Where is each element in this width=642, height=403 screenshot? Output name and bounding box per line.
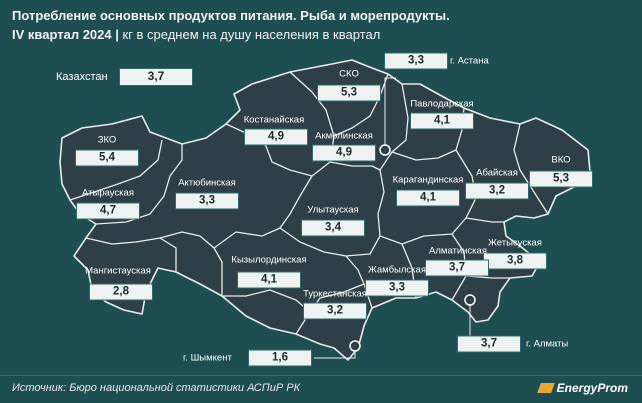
region-value-kyzylorda: 4,1 [237, 271, 301, 289]
region-label-zhetysu: Жетысуская [488, 237, 542, 249]
region-value-karaganda: 4,1 [396, 189, 460, 207]
brand-logo: EnergyProm [536, 381, 628, 395]
region-value-atyrau: 4,7 [76, 202, 140, 220]
region-value-pavlodar: 4,1 [410, 112, 474, 130]
national-value: 3,7 [119, 68, 193, 86]
region-value-astana: 3,3 [384, 52, 448, 70]
region-value-zko: 5,4 [75, 149, 139, 167]
region-label-zhambyl: Жамбылская [368, 264, 426, 276]
region-value-mangystau: 2,8 [89, 283, 153, 301]
region-label-abay: Абайская [476, 167, 518, 179]
region-value-ulytau: 3,4 [301, 219, 365, 237]
region-label-almaty-region: Алматинская [429, 245, 487, 257]
region-value-almaty-city: 3,7 [457, 335, 521, 353]
subtitle-period: IV квартал 2024 [12, 27, 112, 42]
region-value-zhambyl: 3,3 [365, 279, 429, 297]
region-label-pavlodar: Павлодарская [410, 98, 474, 110]
city-markers [349, 144, 476, 352]
region-label-mangystau: Мангистауская [85, 265, 151, 277]
national-label: Казахстан [56, 71, 108, 83]
page-title: Потребление основных продуктов питания. … [12, 8, 450, 23]
region-label-kyzylorda: Кызылординская [231, 254, 307, 266]
region-label-sko: СКО [339, 68, 359, 80]
region-label-astana: г. Астана [450, 55, 489, 67]
region-label-aktobe: Актюбинская [178, 177, 236, 189]
region-value-akmola: 4,9 [312, 144, 376, 162]
region-value-zhetysu: 3,8 [483, 252, 547, 270]
region-label-ulytau: Улытауская [307, 204, 359, 216]
region-value-aktobe: 3,3 [175, 192, 239, 210]
region-label-zko: ЗКО [97, 134, 117, 146]
region-value-kostanay: 4,9 [244, 128, 308, 146]
region-value-abay: 3,2 [465, 182, 529, 200]
city-marker-icon [349, 340, 361, 352]
region-label-karaganda: Карагандинская [392, 174, 464, 186]
region-value-shymkent: 1,6 [248, 349, 312, 367]
energyprom-logo-icon [536, 383, 555, 393]
region-value-vko: 5,3 [529, 170, 593, 188]
city-marker-icon [464, 294, 476, 306]
region-label-almaty-city: г. Алматы [526, 338, 569, 350]
region-value-almaty-region: 3,7 [425, 259, 489, 277]
region-label-turkestan: Туркестанская [303, 288, 367, 300]
page-subtitle: IV квартал 2024 | кг в среднем на душу н… [12, 27, 381, 42]
region-value-turkestan: 3,2 [303, 302, 367, 320]
source-note: Источник: Бюро национальной статистики А… [12, 382, 301, 394]
region-label-vko: ВКО [551, 154, 571, 166]
region-label-shymkent: г. Шымкент [183, 352, 232, 364]
subtitle-unit: кг в среднем на душу населения в квартал [122, 27, 381, 42]
brand-name: EnergyProm [556, 381, 628, 395]
city-marker-icon [379, 144, 391, 156]
footer-divider [0, 375, 642, 376]
region-value-sko: 5,3 [317, 84, 381, 102]
region-label-akmola: Акмолинская [315, 130, 373, 142]
region-label-kostanay: Костанайская [243, 114, 305, 126]
region-label-atyrau: Атырауская [82, 187, 134, 199]
